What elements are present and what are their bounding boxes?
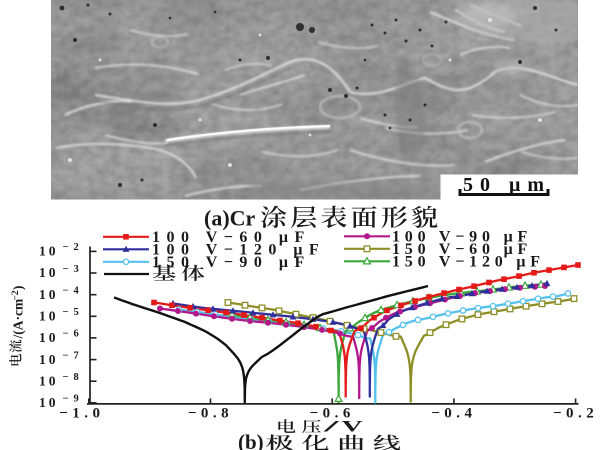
svg-text:50 μm: 50 μm [463, 174, 551, 196]
svg-text:10: 10 [39, 352, 59, 367]
svg-text:V: V [342, 418, 363, 435]
svg-text:−6: −6 [63, 329, 84, 340]
svg-text:/(A·cm: /(A·cm [11, 298, 26, 339]
svg-text:−8: −8 [63, 372, 84, 383]
svg-text:−0.2: −0.2 [553, 406, 598, 422]
svg-text:100 V−60 μF: 100 V−60 μF [152, 229, 311, 246]
svg-text:−2: −2 [11, 290, 21, 300]
svg-text:10: 10 [39, 244, 59, 259]
svg-text:−1.0: −1.0 [59, 406, 104, 422]
svg-text:150 V−90 μF: 150 V−90 μF [152, 254, 311, 271]
svg-text:10: 10 [39, 309, 59, 324]
svg-text:−0.6: −0.6 [310, 406, 355, 422]
svg-text:150 V−60 μF: 150 V−60 μF [392, 241, 532, 258]
svg-text:/: / [323, 418, 341, 435]
svg-text:−5: −5 [63, 307, 84, 318]
svg-text:(b): (b) [238, 430, 264, 450]
svg-text:10: 10 [39, 265, 59, 280]
svg-text:100 V−90 μF: 100 V−90 μF [392, 229, 532, 246]
svg-text:10: 10 [39, 287, 59, 302]
svg-text:10: 10 [39, 373, 59, 388]
svg-text:): ) [11, 286, 26, 291]
svg-text:−7: −7 [63, 350, 84, 361]
svg-text:−9: −9 [63, 394, 84, 405]
svg-text:100 V−120 μF: 100 V−120 μF [152, 242, 325, 259]
svg-text:(a)Cr: (a)Cr [204, 206, 256, 231]
svg-text:10: 10 [39, 330, 59, 345]
svg-text:10: 10 [39, 395, 59, 410]
svg-text:150 V−120 μF: 150 V−120 μF [392, 254, 545, 271]
svg-text:−0.8: −0.8 [188, 406, 233, 422]
svg-text:−2: −2 [63, 242, 84, 253]
svg-text:−4: −4 [63, 286, 84, 297]
svg-text:−3: −3 [63, 264, 84, 275]
svg-text:−0.4: −0.4 [431, 406, 476, 422]
